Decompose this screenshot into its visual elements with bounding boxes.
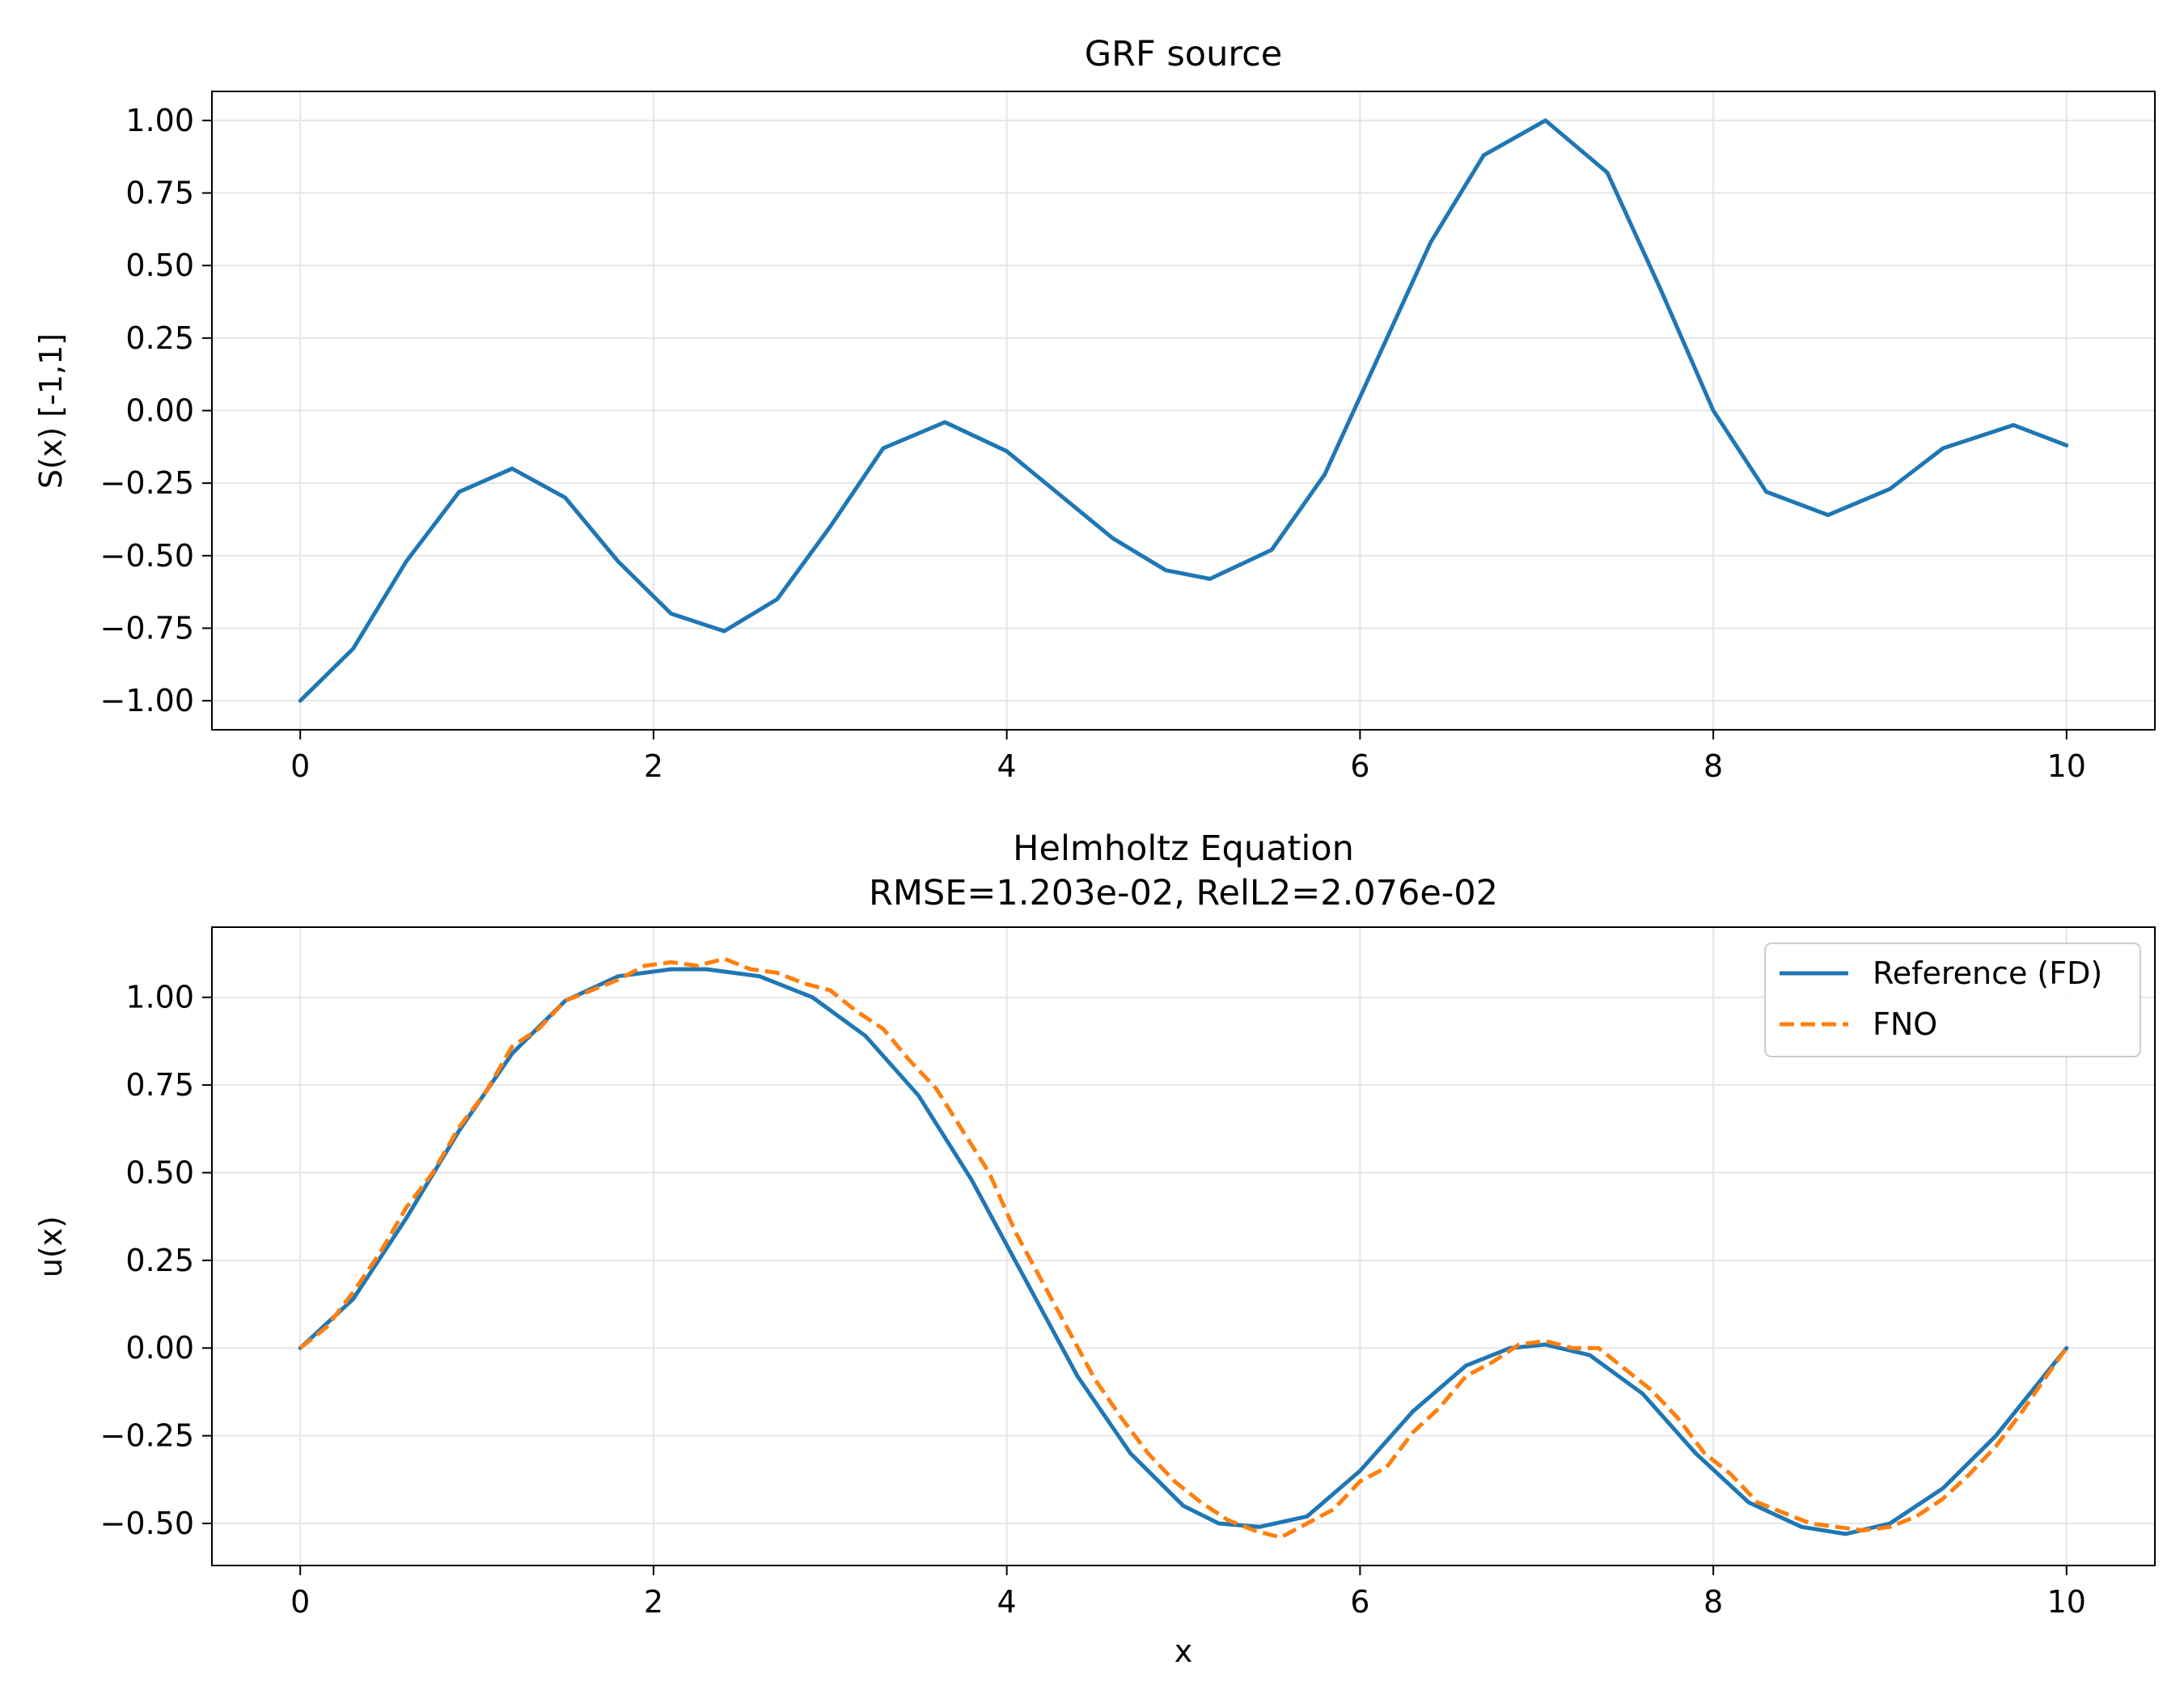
y-tick-label: 0.25	[125, 320, 194, 356]
series-line-source	[298, 118, 2069, 703]
y-tick-label: 0.50	[125, 1155, 194, 1190]
legend-label-fno: FNO	[1873, 1006, 1937, 1042]
x-tick-label: 6	[1350, 748, 1369, 784]
series-line-reference-fd	[298, 967, 2069, 1536]
y-tick-label: −0.50	[100, 1506, 194, 1541]
y-tick-label: −0.25	[100, 465, 194, 501]
x-axis-ticks: 0 2 4 6 8 10	[290, 1566, 2086, 1620]
legend-box	[1764, 943, 2141, 1057]
y-tick-label: −0.25	[100, 1418, 194, 1454]
y-tick-label: 1.00	[125, 980, 194, 1015]
chart-title: GRF source	[1085, 34, 1282, 74]
y-tick-label: −0.75	[100, 610, 194, 646]
y-axis-ticks: −0.50 −0.25 0.00 0.25 0.50 0.75 1.00	[100, 980, 212, 1541]
legend: Reference (FD) FNO	[1764, 943, 2141, 1057]
x-tick-label: 6	[1350, 1584, 1369, 1620]
chart-helmholtz-equation: Helmholtz Equation RMSE=1.203e-02, RelL2…	[33, 828, 2156, 1669]
x-tick-label: 2	[644, 1584, 663, 1620]
x-tick-label: 10	[2047, 748, 2086, 784]
y-axis-label: S(x) [-1,1]	[33, 333, 69, 489]
y-tick-label: 0.00	[125, 393, 194, 429]
plot-area	[298, 118, 2069, 703]
x-tick-label: 4	[997, 1584, 1017, 1620]
x-tick-label: 10	[2047, 1584, 2086, 1620]
x-tick-label: 8	[1704, 1584, 1723, 1620]
plot-area	[298, 956, 2069, 1540]
y-tick-label: 0.75	[125, 1067, 194, 1103]
y-tick-label: 1.00	[125, 103, 194, 138]
y-tick-label: 0.75	[125, 176, 194, 211]
x-axis-ticks: 0 2 4 6 8 10	[290, 730, 2086, 784]
chart-title: Helmholtz Equation	[1013, 828, 1354, 869]
series-line-fno	[298, 956, 2068, 1540]
chart-grf-source: GRF source 0 2 4 6 8 10 −1.00 −0.75 −0.50 −0.25 0…	[33, 34, 2156, 784]
y-axis-label: u(x)	[33, 1216, 69, 1277]
x-tick-label: 0	[290, 748, 310, 784]
y-tick-label: 0.50	[125, 248, 194, 283]
y-tick-label: −0.50	[100, 538, 194, 574]
y-tick-label: 0.00	[125, 1330, 194, 1366]
plot-frame	[211, 926, 2156, 1566]
y-tick-label: −1.00	[100, 683, 194, 718]
x-tick-label: 2	[644, 748, 663, 784]
y-axis-ticks: −1.00 −0.75 −0.50 −0.25 0.00 0.25 0.50 0.75 1.00	[100, 103, 212, 718]
chart-subtitle: RMSE=1.203e-02, RelL2=2.076e-02	[869, 873, 1498, 913]
x-tick-label: 8	[1704, 748, 1723, 784]
x-tick-label: 0	[290, 1584, 310, 1620]
y-tick-label: 0.25	[125, 1243, 194, 1278]
x-tick-label: 4	[997, 748, 1017, 784]
x-axis-label: x	[1175, 1633, 1193, 1669]
legend-label-reference: Reference (FD)	[1873, 955, 2102, 991]
grid	[212, 91, 2155, 730]
